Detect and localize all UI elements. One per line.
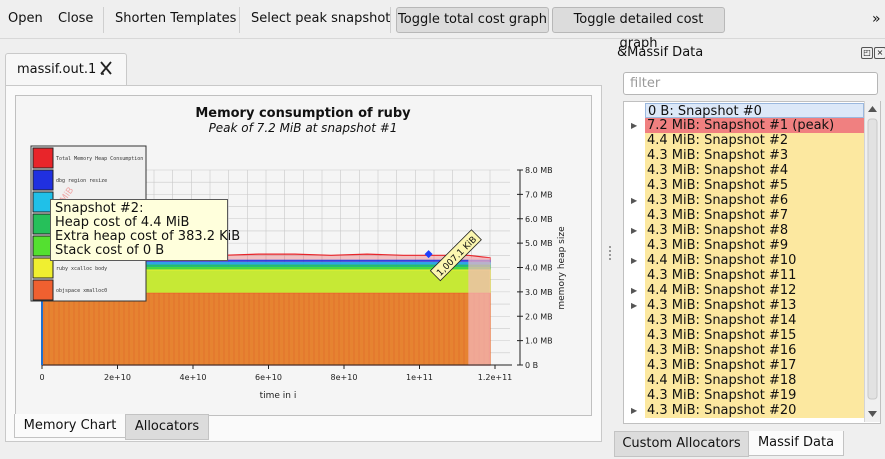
y-tick-label: 8.0 MB (525, 166, 553, 175)
toolbar-separator (390, 7, 391, 33)
y-tick-label: 3.0 MB (525, 288, 553, 297)
splitter-handle[interactable] (609, 246, 613, 260)
snapshot-list-item[interactable]: 4.3 MiB: Snapshot #15 (645, 328, 864, 343)
snapshot-list-item[interactable]: 4.3 MiB: Snapshot #11 (645, 268, 864, 283)
x-tick-label: 4e+10 (180, 373, 207, 382)
snapshot-list-item[interactable]: 4.3 MiB: Snapshot #16 (645, 343, 864, 358)
tooltip-line: Heap cost of 4.4 MiB (55, 215, 190, 230)
expand-arrow-icon[interactable]: ▶ (631, 301, 638, 310)
close-button[interactable]: Close (58, 11, 94, 26)
snapshot-list-item[interactable]: 4.3 MiB: Snapshot #8 (645, 223, 864, 238)
tab-custom-allocators[interactable]: Custom Allocators (614, 431, 749, 457)
legend-label: Total Memory Heap Consumption (56, 156, 143, 162)
toggle-detailed-cost-graph-button[interactable]: Toggle detailed cost graph (552, 7, 725, 51)
memory-chart: Memory consumption of ruby Peak of 7.2 M… (30, 106, 567, 401)
shorten-templates-button[interactable]: Shorten Templates (115, 11, 237, 26)
snapshot-list-item[interactable]: 4.3 MiB: Snapshot #14 (645, 313, 864, 328)
expand-arrow-icon[interactable]: ▶ (631, 196, 638, 205)
legend-label: dbg region resize (56, 178, 107, 184)
expand-arrow-icon[interactable]: ▶ (631, 406, 638, 415)
snapshot-list[interactable]: 0 B: Snapshot #0 ▶ 7.2 MiB: Snapshot #1 (p… (623, 101, 881, 424)
x-tick-label: 1e+11 (406, 373, 433, 382)
scroll-up-icon (868, 106, 877, 112)
scroll-thumb (867, 118, 878, 400)
y-tick-label: 7.0 MB (525, 190, 553, 199)
snapshot-list-item[interactable]: 4.4 MiB: Snapshot #2 (645, 133, 864, 148)
tail-region (468, 257, 490, 365)
x-tick-label: 0 (39, 373, 44, 382)
expand-arrow-icon[interactable]: ▶ (631, 256, 638, 265)
y-tick-label: 0 B (525, 361, 538, 370)
legend-swatch (32, 169, 54, 191)
filter-input[interactable] (623, 72, 878, 95)
document-tab[interactable]: massif.out.1 (5, 53, 127, 87)
toolbar-separator (103, 7, 104, 33)
snapshot-list-item[interactable]: 4.4 MiB: Snapshot #12 (645, 283, 864, 298)
chart-subtitle: Peak of 7.2 MiB at snapshot #1 (209, 121, 398, 135)
close-dock-icon[interactable]: × (874, 47, 885, 59)
snapshot-list-item[interactable]: 4.3 MiB: Snapshot #9 (645, 238, 864, 253)
annotation-box (429, 229, 482, 282)
y-tick-label: 5.0 MB (525, 239, 553, 248)
snapshot-list-item[interactable]: 4.3 MiB: Snapshot #13 (645, 298, 864, 313)
snapshot-list-item[interactable]: 4.3 MiB: Snapshot #20 (645, 403, 864, 418)
snapshot-list-item[interactable]: 0 B: Snapshot #0 (645, 103, 864, 119)
x-tick-label: 8e+10 (331, 373, 358, 382)
legend-label: ruby xcalloc body (56, 266, 107, 272)
dock-title: &Massif Data (617, 45, 704, 60)
open-button[interactable]: Open (8, 11, 43, 26)
y-tick-label: 4.0 MB (525, 264, 553, 273)
float-dock-icon[interactable]: ◰ (861, 47, 873, 59)
snapshot-list-item[interactable]: 4.4 MiB: Snapshot #10 (645, 253, 864, 268)
main-toolbar: Open Close Shorten Templates Select peak… (0, 0, 885, 51)
snapshot-list-item[interactable]: 4.3 MiB: Snapshot #19 (645, 388, 864, 403)
document-tab-label: massif.out.1 (17, 62, 97, 77)
snapshot-list-item[interactable]: 4.3 MiB: Snapshot #4 (645, 163, 864, 178)
snapshot-list-scrollbar[interactable] (864, 101, 880, 422)
toggle-total-cost-graph-button[interactable]: Toggle total cost graph (396, 7, 549, 33)
snapshot-list-item[interactable]: 4.3 MiB: Snapshot #5 (645, 178, 864, 193)
y-tick-label: 6.0 MB (525, 215, 553, 224)
snapshot-list-item[interactable]: 4.3 MiB: Snapshot #6 (645, 193, 864, 208)
snapshot-list-item[interactable]: 7.2 MiB: Snapshot #1 (peak) (645, 118, 864, 133)
snapshot-list-item[interactable]: 4.3 MiB: Snapshot #7 (645, 208, 864, 223)
snapshot-list-item[interactable]: 4.3 MiB: Snapshot #17 (645, 358, 864, 373)
toolbar-overflow-button[interactable]: » (872, 11, 881, 27)
expand-arrow-icon[interactable]: ▶ (631, 121, 638, 130)
x-axis-label: time in i (260, 391, 297, 401)
y-tick-label: 2.0 MB (525, 312, 553, 321)
legend-swatch (32, 147, 54, 169)
toolbar-separator (239, 7, 240, 33)
legend-swatch (32, 279, 54, 301)
close-tab-icon[interactable] (99, 60, 113, 80)
snapshot-list-item[interactable]: 4.3 MiB: Snapshot #3 (645, 148, 864, 163)
legend-swatch (32, 257, 54, 279)
snapshot-marker-icon (424, 250, 433, 259)
tooltip-line: Extra heap cost of 383.2 KiB (55, 229, 241, 244)
y-axis-label: memory heap size (557, 226, 567, 310)
x-tick-label: 2e+10 (104, 373, 131, 382)
tooltip-line: Stack cost of 0 B (55, 243, 165, 258)
expand-arrow-icon[interactable]: ▶ (631, 226, 638, 235)
x-tick-label: 6e+10 (255, 373, 282, 382)
scroll-down-icon (868, 411, 877, 417)
x-tick-label: 1.2e+11 (478, 373, 513, 382)
snapshot-tooltip: Snapshot #2: Heap cost of 4.4 MiB Extra … (50, 199, 241, 261)
tooltip-line: Snapshot #2: (55, 201, 144, 216)
expand-arrow-icon[interactable]: ▶ (631, 286, 638, 295)
legend-label: objspace xmalloc0 (56, 288, 107, 294)
y-tick-label: 1.0 MB (525, 337, 553, 346)
tab-massif-data[interactable]: Massif Data (748, 431, 844, 456)
tab-memory-chart[interactable]: Memory Chart (14, 414, 126, 438)
snapshot-list-item[interactable]: 4.4 MiB: Snapshot #18 (645, 373, 864, 388)
memory-chart-canvas[interactable]: Memory consumption of ruby Peak of 7.2 M… (15, 95, 592, 416)
select-peak-snapshot-button[interactable]: Select peak snapshot (251, 11, 391, 26)
chart-title: Memory consumption of ruby (195, 106, 411, 121)
tab-allocators[interactable]: Allocators (125, 414, 209, 440)
